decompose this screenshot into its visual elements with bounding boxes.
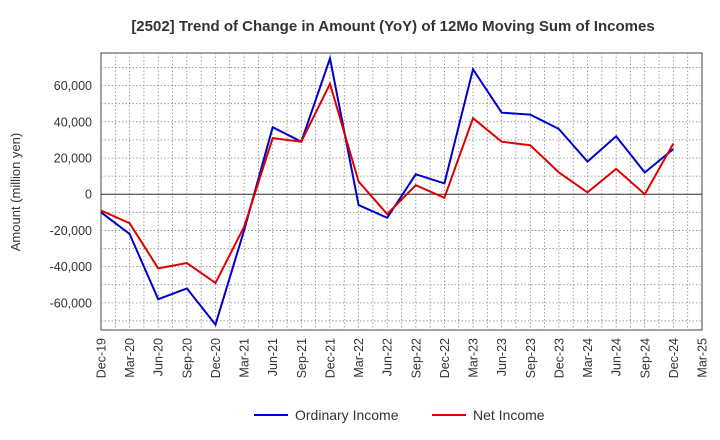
x-tick-label: Sep-23: [524, 338, 538, 378]
series-line-net-income: [100, 81, 675, 285]
x-tick-label: Mar-25: [696, 338, 710, 378]
series-line-ordinary-income: [100, 54, 675, 327]
y-tick-label: 40,000: [54, 115, 92, 129]
x-tick-label: Sep-24: [638, 338, 652, 378]
x-tick-label: Dec-23: [552, 338, 566, 378]
y-axis-label: Amount (million yen): [8, 133, 23, 252]
legend-label: Net Income: [473, 407, 545, 423]
x-tick-label: Mar-20: [123, 338, 137, 378]
x-tick-label: Sep-20: [180, 338, 194, 378]
x-tick-label: Jun-23: [495, 338, 509, 376]
legend: Ordinary Income Net Income: [254, 407, 545, 423]
x-tick-label: Mar-22: [352, 338, 366, 378]
x-tick-label: Dec-20: [209, 338, 223, 378]
y-tick-label: -20,000: [50, 224, 92, 238]
x-tick-label: Dec-19: [95, 338, 109, 378]
legend-label: Ordinary Income: [295, 407, 399, 423]
x-tick-label: Sep-22: [409, 338, 423, 378]
y-tick-label: 20,000: [54, 152, 92, 166]
x-tick-label: Jun-21: [266, 338, 280, 376]
x-tick-label: Jun-22: [381, 338, 395, 376]
y-tick-label: -60,000: [50, 296, 92, 310]
x-tick-label: Mar-24: [581, 338, 595, 378]
x-tick-label: Dec-21: [323, 338, 337, 378]
x-tick-label: Jun-24: [610, 338, 624, 376]
y-tick-label: 0: [85, 188, 92, 202]
x-axis-ticks: Dec-19 Mar-20 Jun-20 Sep-20 Dec-20 Mar-21 Jun-…: [95, 338, 710, 378]
x-tick-label: Dec-22: [438, 338, 452, 378]
chart-title: [2502] Trend of Change in Amount (YoY) o…: [131, 18, 654, 35]
y-tick-label: 60,000: [54, 79, 92, 93]
series-lines: [100, 54, 675, 327]
x-tick-label: Mar-21: [238, 338, 252, 378]
grid-lines: [101, 53, 702, 330]
y-tick-label: -40,000: [50, 260, 92, 274]
y-axis-ticks: -60,000 -40,000 -20,000 0 20,000 40,000 60,000: [50, 79, 92, 310]
x-tick-label: Mar-23: [467, 338, 481, 378]
x-tick-label: Sep-21: [295, 338, 309, 378]
x-tick-label: Dec-24: [667, 338, 681, 378]
x-tick-label: Jun-20: [152, 338, 166, 376]
